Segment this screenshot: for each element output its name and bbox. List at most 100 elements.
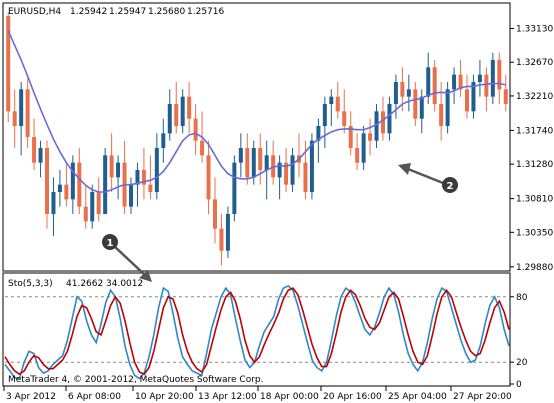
stochastic-tick-label: 0 (516, 380, 522, 390)
candle-body (329, 96, 334, 104)
candle-body (361, 133, 366, 163)
candle-body (45, 148, 49, 214)
candle-body (32, 137, 37, 163)
candle-body (25, 89, 30, 137)
candle-body (406, 89, 411, 97)
candle-body (180, 96, 185, 126)
candle-body (19, 89, 24, 126)
price-axis: 1.33130 1.32670 1.32210 1.31740 1.31280 1.308… (510, 24, 553, 273)
candle-body (322, 104, 327, 126)
time-tick-label: 25 Apr 04:00 (388, 392, 447, 402)
candle-body (174, 104, 179, 126)
candle-body (238, 148, 243, 163)
candle-body (167, 104, 172, 134)
candle-body (64, 184, 69, 200)
candle-body (284, 162, 289, 185)
stochastic-axis: 80 20 0 (510, 293, 528, 390)
price-tick-label: 1.31740 (516, 126, 553, 136)
candle-body (154, 148, 159, 192)
callout-1: 1 (102, 234, 152, 282)
price-tick-label: 1.32210 (516, 92, 553, 102)
candle-body (432, 67, 437, 104)
candle-body (413, 89, 418, 119)
candle-body (206, 155, 211, 200)
price-tick-label: 1.32670 (516, 58, 553, 68)
candle-body (57, 184, 62, 192)
callout-1-arrow-head (139, 270, 152, 282)
candle-body (264, 155, 269, 170)
candle-body (381, 111, 385, 134)
candle-body (445, 89, 450, 126)
main-header-open: 1.25942 (70, 7, 107, 17)
candle-body (426, 67, 431, 97)
candle-body (465, 89, 469, 112)
callout-2: 2 (398, 163, 458, 193)
candle-body (6, 16, 11, 112)
candle-body (129, 184, 133, 207)
stochastic-tick-label: 80 (516, 293, 528, 303)
candle-body (232, 162, 237, 214)
candle-body (148, 184, 153, 192)
candle-body (387, 104, 392, 134)
stochastic-levels (5, 296, 509, 363)
stoch-header-signal: 34.0012 (106, 279, 143, 289)
candle-body (213, 199, 217, 229)
candle-body (477, 74, 482, 82)
candle-body (116, 162, 121, 178)
candle-body (77, 162, 82, 207)
candle-body (290, 155, 295, 185)
main-panel-frame (2, 2, 511, 272)
price-tick-label: 1.29880 (516, 263, 553, 273)
stoch-header-name: Sto(5,3,3) (8, 279, 53, 289)
candle-body (193, 118, 198, 141)
candle-body (471, 82, 476, 112)
candle-body (219, 228, 224, 251)
price-tick-label: 1.30810 (516, 195, 553, 205)
candle-body (12, 111, 17, 126)
callout-1-badge (102, 234, 118, 250)
callout-1-arrow-line (113, 245, 147, 277)
candle-body (303, 162, 308, 192)
candle-body (439, 104, 444, 126)
candle-body (96, 192, 101, 214)
candle-body (316, 126, 321, 141)
candle-body (135, 170, 140, 185)
candle-body (374, 111, 379, 141)
stoch-header-main: 41.2662 (66, 279, 103, 289)
candle-body (342, 111, 347, 126)
callout-1-number: 1 (107, 238, 114, 249)
main-header-symbol: EURUSD,H4 (8, 7, 61, 17)
candle-body (187, 96, 192, 119)
time-tick-label: 27 Apr 20:00 (453, 392, 512, 402)
main-header-close: 1.25716 (187, 7, 224, 17)
candle-body (419, 96, 424, 119)
candle-body (251, 148, 256, 178)
callout-2-arrow-head (398, 163, 411, 175)
candle-body (393, 82, 398, 104)
callout-2-arrow-line (407, 167, 444, 185)
candle-body (490, 60, 495, 97)
time-tick-label: 20 Apr 16:00 (323, 392, 382, 402)
price-tick-label: 1.31280 (516, 160, 553, 170)
moving-average-layer (7, 30, 506, 193)
indicator-panel-frame (2, 272, 511, 387)
stochastic-main-line (4, 284, 510, 380)
time-tick-label: 13 Apr 12:00 (198, 392, 257, 402)
candle-body (368, 133, 373, 141)
candle-body (355, 148, 360, 163)
candle-body (484, 74, 489, 97)
candle-body (109, 155, 114, 178)
price-tick-label: 1.30350 (516, 228, 553, 238)
moving-average-line (7, 30, 506, 193)
candle-body (70, 162, 75, 200)
time-axis: 3 Apr 2012 6 Apr 08:00 10 Apr 20:00 13 Apr … (3, 386, 512, 402)
candle-body (51, 192, 56, 214)
candle-body (258, 148, 263, 170)
candle-body (452, 74, 457, 90)
time-tick-label: 18 Apr 00:00 (260, 392, 319, 402)
candle-body (200, 140, 205, 156)
copyright-text: MetaTrader 4, © 2001-2012, MetaQuotes So… (8, 375, 264, 385)
candle-body (503, 89, 508, 104)
